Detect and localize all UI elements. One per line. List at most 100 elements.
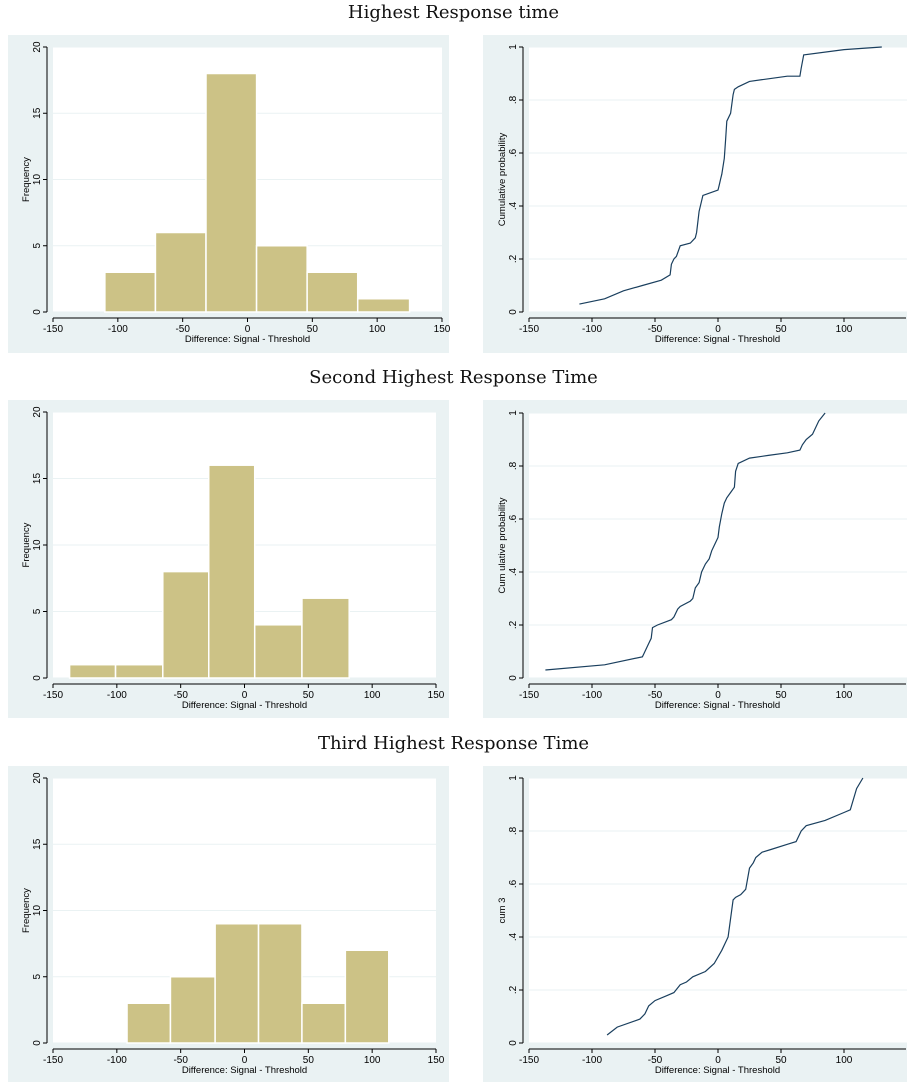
y-axis-title: Cum ulative probability [497,497,508,593]
panel-background [8,35,449,353]
x-tick-label: -50 [173,1055,188,1066]
x-tick-label: 100 [369,324,386,335]
histogram-bar [68,663,117,679]
y-axis-title: Frequency [21,888,32,933]
y-tick-label: 20 [32,772,43,784]
y-tick-label: .4 [508,201,519,210]
y-tick-label: .8 [508,461,519,470]
x-tick-label: 150 [428,1055,445,1066]
x-tick-label: 50 [303,690,315,701]
x-tick-label: 100 [836,690,853,701]
x-tick-label: 100 [836,324,853,335]
x-axis-title: Difference: Signal - Threshold [182,1065,307,1076]
y-tick-label: 1 [508,410,519,416]
histogram-bar [162,570,210,679]
histogram-bar [344,949,390,1044]
plot-area [53,412,436,678]
x-axis-title: Difference: Signal - Threshold [655,700,780,711]
y-tick-label: .2 [508,985,519,994]
y-tick-label: 0 [32,309,43,315]
panel-background [8,400,449,718]
panel-background [483,766,907,1082]
y-axis-title: cum 3 [497,898,508,924]
x-tick-label: -50 [648,690,663,701]
histogram-bar [306,271,359,313]
y-tick-label: .8 [508,95,519,104]
histogram-bar [214,923,260,1044]
x-tick-label: -150 [43,1055,63,1066]
y-tick-label: 5 [32,608,43,614]
y-tick-label: 0 [32,1040,43,1046]
y-tick-label: .6 [508,879,519,888]
x-axis-title: Difference: Signal - Threshold [185,334,310,345]
x-tick-label: -100 [582,690,602,701]
x-tick-label: -50 [648,324,663,335]
y-tick-label: 0 [508,675,519,681]
x-axis-title: Difference: Signal - Threshold [182,700,307,711]
x-tick-label: 50 [775,324,787,335]
x-tick-label: -100 [108,324,128,335]
x-tick-label: 50 [775,690,787,701]
section-title-3: Third Highest Response Time [317,733,590,754]
x-tick-label: 50 [307,324,319,335]
histogram-bar [257,923,303,1044]
x-tick-label: 100 [836,1055,853,1066]
y-tick-label: .6 [508,514,519,523]
panel-background [8,766,449,1082]
histogram-bar [356,298,411,313]
x-tick-label: 0 [245,324,251,335]
y-tick-label: 20 [32,41,43,53]
x-tick-label: 0 [715,690,721,701]
x-tick-label: -50 [173,690,188,701]
x-tick-label: 100 [364,690,381,701]
y-tick-label: 15 [32,838,43,850]
histogram-bar [253,624,303,679]
x-tick-label: -100 [107,1055,127,1066]
y-tick-label: 5 [32,243,43,249]
y-tick-label: 15 [32,107,43,119]
histogram-bar [301,597,350,679]
y-tick-label: 1 [508,44,519,50]
y-tick-label: .2 [508,254,519,263]
x-tick-label: -50 [648,1055,663,1066]
y-tick-label: 1 [508,775,519,781]
y-tick-label: .6 [508,148,519,157]
y-tick-label: 0 [508,1040,519,1046]
x-axis-title: Difference: Signal - Threshold [655,334,780,345]
x-tick-label: 0 [715,1055,721,1066]
y-tick-label: 10 [32,905,43,917]
y-axis-title: Frequency [21,157,32,202]
y-tick-label: .2 [508,620,519,629]
plot-area [529,413,907,678]
x-tick-label: 0 [242,690,248,701]
section-title-2: Second Highest Response Time [309,367,598,388]
x-tick-label: -150 [43,690,63,701]
x-tick-label: -150 [43,324,63,335]
y-tick-label: 15 [32,473,43,485]
plot-area [53,778,436,1043]
plot-area [53,47,442,312]
cdf-line [606,777,864,1036]
y-axis-title: Cumulative probability [497,133,508,227]
y-tick-label: 0 [32,675,43,681]
histogram-bar [169,976,216,1044]
x-tick-label: -50 [175,324,190,335]
x-tick-label: -150 [519,324,539,335]
plot-area [529,47,907,312]
panel-background [483,35,907,353]
histogram-bar [104,271,157,313]
x-tick-label: 50 [775,1055,787,1066]
x-tick-label: -100 [107,690,127,701]
y-axis-title: Frequency [21,522,32,567]
x-tick-label: -150 [519,1055,539,1066]
histogram-bar [208,464,256,679]
section-title-1: Highest Response time [347,2,560,23]
y-tick-label: .4 [508,932,519,941]
cdf-line [579,46,882,305]
